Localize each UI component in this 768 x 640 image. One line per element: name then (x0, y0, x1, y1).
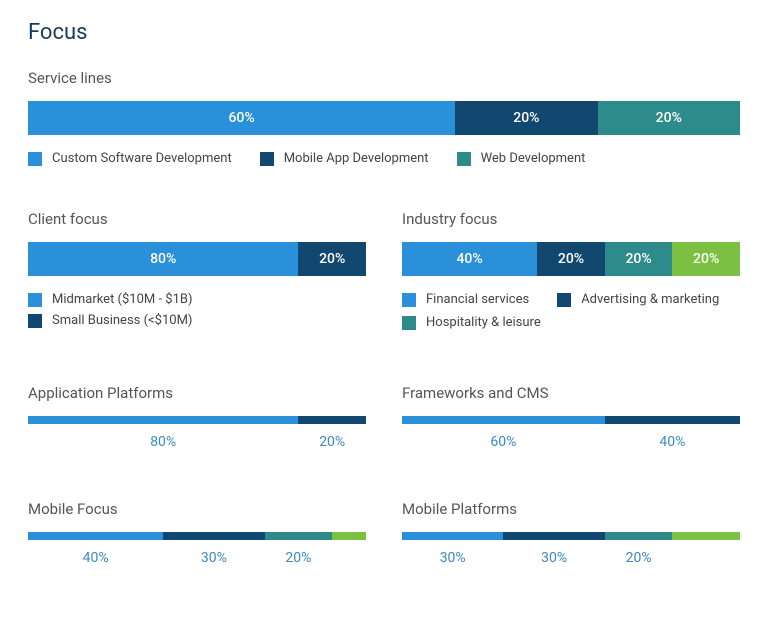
mobile-platforms-bar (402, 532, 740, 540)
bar-segment (503, 532, 604, 540)
bar-under-label: 20% (265, 550, 333, 566)
bar-under-label: 30% (503, 550, 604, 566)
mobile-platforms-title: Mobile Platforms (402, 500, 740, 518)
application-platforms-bar (28, 416, 366, 424)
industry-focus-legend: Financial services Advertising & marketin… (402, 292, 740, 330)
client-focus-title: Client focus (28, 210, 366, 228)
frameworks-cms-section: Frameworks and CMS 60%40% (402, 384, 740, 456)
bar-segment (28, 532, 163, 540)
bar-segment (265, 532, 333, 540)
legend-swatch (28, 293, 42, 307)
bar-segment: 20% (605, 242, 673, 276)
bar-segment (605, 532, 673, 540)
bar-under-label: 30% (163, 550, 264, 566)
legend-swatch (402, 293, 416, 307)
bar-under-label: 60% (402, 434, 605, 450)
client-focus-bar: 80%20% (28, 242, 366, 276)
bar-under-label: 20% (298, 434, 366, 450)
industry-focus-bar: 40%20%20%20% (402, 242, 740, 276)
bar-segment: 20% (672, 242, 740, 276)
bar-segment (402, 416, 605, 424)
legend-label: Midmarket ($10M - $1B) (52, 292, 193, 307)
bar-under-label: 40% (605, 434, 740, 450)
legend-label: Advertising & marketing (581, 292, 719, 307)
bar-segment (402, 532, 503, 540)
legend-label: Financial services (426, 292, 529, 307)
industry-focus-title: Industry focus (402, 210, 740, 228)
legend-item: Small Business (<$10M) (28, 313, 366, 328)
bar-under-label: 30% (402, 550, 503, 566)
service-lines-section: Service lines 60%20%20% Custom Software … (28, 69, 740, 166)
legend-item: Financial services (402, 292, 529, 307)
legend-label: Small Business (<$10M) (52, 313, 192, 328)
legend-swatch (260, 152, 274, 166)
bar-segment (28, 416, 298, 424)
legend-swatch (402, 316, 416, 330)
bar-under-label (672, 550, 740, 566)
application-platforms-title: Application Platforms (28, 384, 366, 402)
frameworks-cms-title: Frameworks and CMS (402, 384, 740, 402)
page-title: Focus (28, 20, 740, 45)
legend-label: Mobile App Development (284, 151, 429, 166)
service-lines-legend: Custom Software Development Mobile App De… (28, 151, 740, 166)
client-focus-legend: Midmarket ($10M - $1B) Small Business (<$… (28, 292, 366, 328)
legend-item: Web Development (457, 151, 586, 166)
bar-segment (163, 532, 264, 540)
legend-label: Custom Software Development (52, 151, 232, 166)
bar-segment: 40% (402, 242, 537, 276)
mobile-focus-bar (28, 532, 366, 540)
frameworks-cms-bar (402, 416, 740, 424)
mobile-platforms-labels: 30%30%20% (402, 550, 740, 566)
bar-under-label: 20% (605, 550, 673, 566)
mobile-focus-labels: 40%30%20% (28, 550, 366, 566)
legend-item: Mobile App Development (260, 151, 429, 166)
legend-item: Custom Software Development (28, 151, 232, 166)
mobile-platforms-section: Mobile Platforms 30%30%20% (402, 500, 740, 572)
legend-label: Web Development (481, 151, 586, 166)
bar-segment: 60% (28, 101, 455, 135)
legend-label: Hospitality & leisure (426, 315, 541, 330)
bar-segment: 20% (298, 242, 366, 276)
legend-swatch (28, 314, 42, 328)
client-focus-section: Client focus 80%20% Midmarket ($10M - $1… (28, 210, 366, 340)
bar-segment (605, 416, 740, 424)
legend-item: Hospitality & leisure (402, 315, 541, 330)
bar-segment: 20% (598, 101, 740, 135)
industry-focus-section: Industry focus 40%20%20%20% Financial se… (402, 210, 740, 340)
mobile-focus-section: Mobile Focus 40%30%20% (28, 500, 366, 572)
bar-under-label: 80% (28, 434, 298, 450)
bar-segment: 20% (455, 101, 597, 135)
bar-under-label (332, 550, 366, 566)
legend-item: Midmarket ($10M - $1B) (28, 292, 366, 307)
legend-swatch (28, 152, 42, 166)
bar-segment (298, 416, 366, 424)
application-platforms-section: Application Platforms 80%20% (28, 384, 366, 456)
application-platforms-labels: 80%20% (28, 434, 366, 450)
bar-segment: 80% (28, 242, 298, 276)
legend-swatch (557, 293, 571, 307)
bar-segment (672, 532, 740, 540)
legend-swatch (457, 152, 471, 166)
legend-item: Advertising & marketing (557, 292, 719, 307)
bar-segment: 20% (537, 242, 605, 276)
mobile-focus-title: Mobile Focus (28, 500, 366, 518)
service-lines-title: Service lines (28, 69, 740, 87)
bar-segment (332, 532, 366, 540)
frameworks-cms-labels: 60%40% (402, 434, 740, 450)
service-lines-bar: 60%20%20% (28, 101, 740, 135)
bar-under-label: 40% (28, 550, 163, 566)
